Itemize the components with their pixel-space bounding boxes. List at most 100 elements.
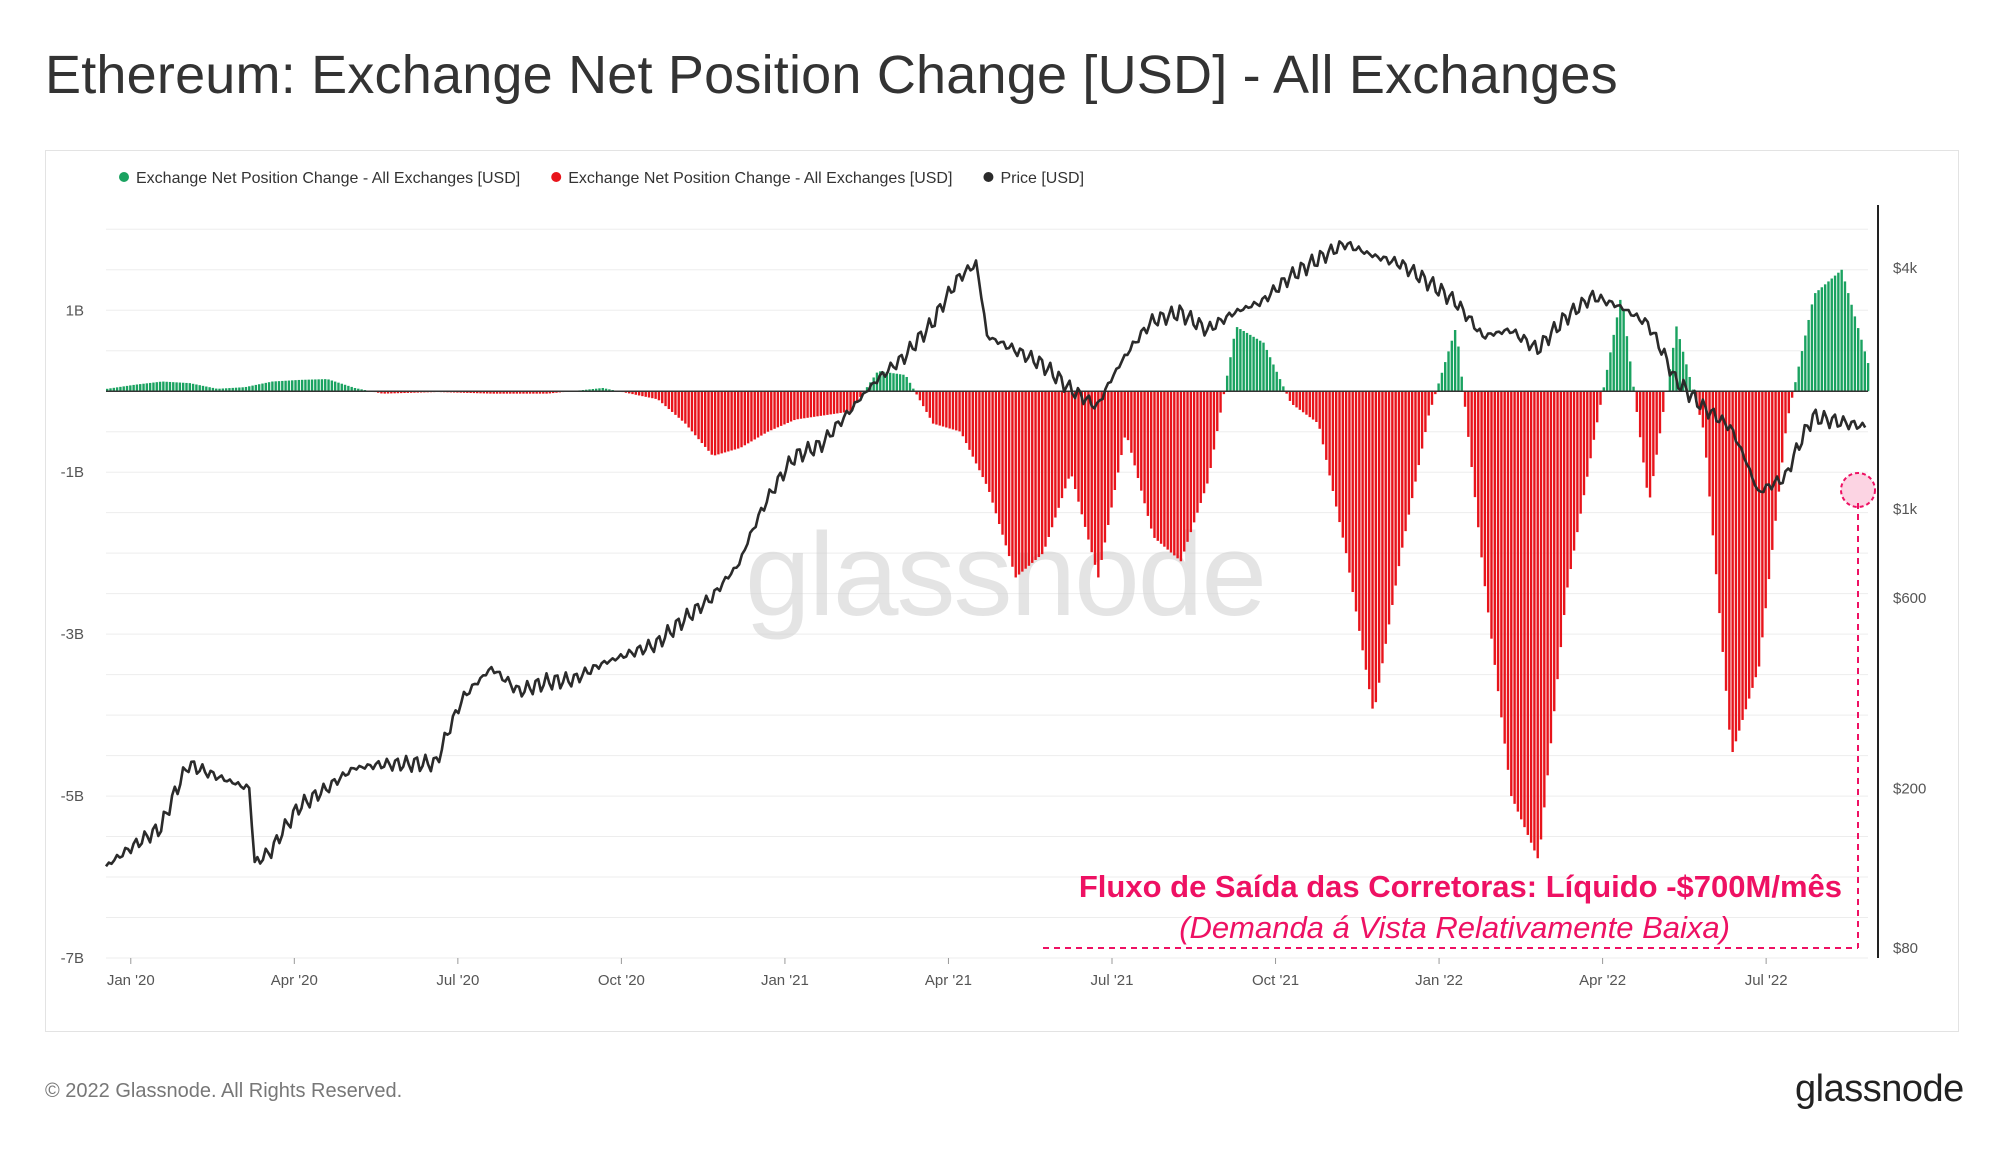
bar: [879, 371, 882, 392]
bar: [624, 391, 628, 393]
bar: [1123, 391, 1126, 438]
chart-frame: [45, 150, 1959, 1032]
bar: [756, 391, 760, 438]
bar: [763, 391, 766, 434]
bar: [1011, 391, 1014, 567]
bar: [1761, 391, 1764, 638]
bar: [462, 391, 466, 393]
bar: [1173, 391, 1176, 556]
bar: [1133, 391, 1136, 466]
bar: [1140, 391, 1143, 491]
bar: [1057, 391, 1060, 508]
bar: [1807, 319, 1810, 392]
bar: [333, 381, 337, 392]
bar: [1087, 391, 1090, 540]
bar: [201, 385, 205, 392]
bar: [859, 391, 862, 397]
bar: [172, 382, 175, 392]
bar: [1837, 272, 1840, 392]
bar: [1470, 391, 1473, 468]
bar: [1582, 391, 1586, 496]
bar: [1318, 391, 1321, 429]
bar: [1457, 346, 1460, 392]
bar: [687, 391, 690, 428]
bar: [281, 380, 284, 392]
bar: [694, 391, 697, 436]
bar: [978, 391, 981, 471]
bar: [1073, 391, 1077, 490]
bar: [188, 383, 191, 392]
bar: [1130, 391, 1133, 453]
bar: [935, 391, 938, 425]
bar: [925, 391, 928, 412]
bar: [502, 391, 505, 394]
legend-label[interactable]: Exchange Net Position Change - All Excha…: [568, 170, 952, 187]
bar: [1060, 391, 1064, 499]
bar: [132, 384, 135, 392]
bar: [1282, 386, 1285, 392]
bar: [277, 381, 281, 392]
bar: [1186, 391, 1189, 542]
bar: [307, 379, 310, 392]
bar: [165, 381, 168, 392]
bar: [112, 387, 116, 392]
bar: [1288, 391, 1292, 401]
bar: [1295, 391, 1298, 408]
bar: [803, 391, 806, 419]
bar: [1490, 391, 1493, 639]
bar: [1648, 391, 1652, 498]
bar: [135, 384, 139, 392]
bar: [955, 391, 958, 431]
bar: [1784, 391, 1787, 434]
bar: [627, 391, 631, 394]
bar: [400, 391, 403, 394]
bar: [1572, 391, 1576, 551]
bar: [1417, 391, 1420, 466]
bar: [1681, 351, 1685, 392]
bar: [1110, 391, 1113, 508]
x-tick-label: Apr '21: [925, 972, 972, 989]
bar: [1050, 391, 1054, 528]
bar: [1308, 391, 1311, 418]
legend-label[interactable]: Exchange Net Position Change - All Excha…: [136, 170, 520, 187]
bar: [1741, 391, 1744, 720]
bar: [198, 385, 201, 392]
bar: [1265, 349, 1269, 392]
bar: [783, 391, 786, 425]
bar: [1678, 339, 1681, 392]
bar: [1169, 391, 1173, 553]
bar: [1311, 391, 1315, 420]
bar: [1790, 391, 1794, 398]
x-tick-label: Jan '21: [761, 972, 809, 989]
gridlines: [106, 228, 1868, 959]
bar: [162, 381, 165, 392]
bar: [185, 382, 188, 392]
right-axis-ticks: $4k $1k $600 $200 $80: [1893, 260, 1926, 957]
bar: [773, 391, 776, 429]
bar: [1219, 391, 1222, 413]
bar: [224, 388, 228, 392]
bar: [1632, 386, 1635, 392]
bar: [271, 381, 274, 392]
bar: [528, 391, 532, 394]
bar: [677, 391, 680, 418]
legend-label[interactable]: Price [USD]: [1000, 170, 1084, 187]
bar: [1136, 391, 1140, 479]
bar: [1328, 391, 1331, 476]
bar: [261, 383, 264, 392]
x-tick-label: Apr '20: [271, 972, 318, 989]
bar: [122, 386, 125, 392]
bars: [106, 269, 1870, 859]
bar: [181, 382, 185, 392]
bar: [1001, 391, 1004, 535]
bar: [1473, 391, 1477, 498]
bar: [1536, 391, 1539, 859]
bar: [1500, 391, 1503, 718]
bar: [674, 391, 677, 415]
bar: [1860, 339, 1863, 392]
bar: [898, 374, 902, 392]
bar: [241, 387, 244, 392]
bar: [1381, 391, 1384, 664]
bar: [396, 391, 400, 394]
